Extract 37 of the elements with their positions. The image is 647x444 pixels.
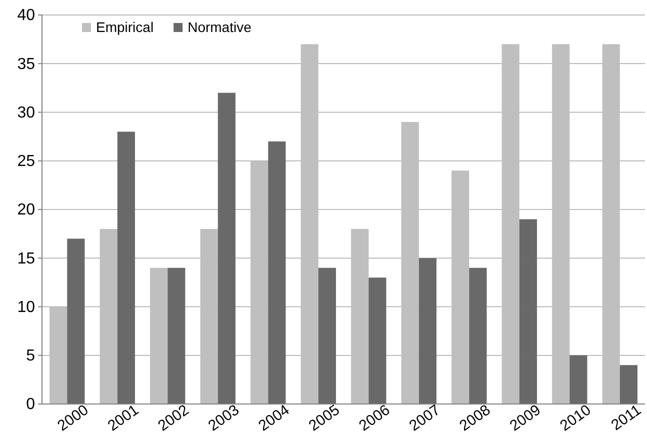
- bar: [200, 228, 218, 404]
- bar: [401, 122, 419, 404]
- bar: [300, 44, 318, 404]
- bar: [150, 268, 168, 404]
- bar: [218, 92, 236, 404]
- bar: [100, 228, 118, 404]
- bar: [502, 44, 520, 404]
- y-tick-label: 0: [26, 396, 36, 414]
- y-tick-label: 5: [26, 347, 36, 364]
- y-tick-label: 35: [17, 56, 36, 73]
- bar: [570, 355, 588, 404]
- y-tick-label: 30: [17, 104, 36, 122]
- y-tick-label: 25: [17, 152, 36, 170]
- bar: [368, 278, 386, 404]
- y-tick-label: 15: [17, 250, 36, 268]
- bar: [418, 258, 436, 404]
- bar: [250, 160, 268, 404]
- bar: [620, 365, 638, 404]
- bar: [452, 170, 470, 404]
- bar: [117, 132, 135, 404]
- x-tick-label: 2001: [104, 402, 142, 435]
- y-tick-label: 40: [17, 7, 36, 24]
- y-tick-label: 10: [17, 298, 36, 316]
- bar: [168, 268, 186, 404]
- legend-label: Empirical: [96, 19, 154, 35]
- bar: [469, 268, 487, 404]
- legend-label: Normative: [188, 19, 252, 35]
- y-tick-label: 20: [17, 202, 36, 219]
- bar: [602, 44, 620, 404]
- bar: [50, 306, 68, 404]
- bar: [67, 238, 85, 404]
- bar: [351, 228, 369, 404]
- bar: [318, 268, 336, 404]
- bar: [519, 219, 537, 404]
- bar: [268, 141, 286, 404]
- x-tick-label: 2011: [608, 402, 644, 434]
- bar: [552, 44, 570, 404]
